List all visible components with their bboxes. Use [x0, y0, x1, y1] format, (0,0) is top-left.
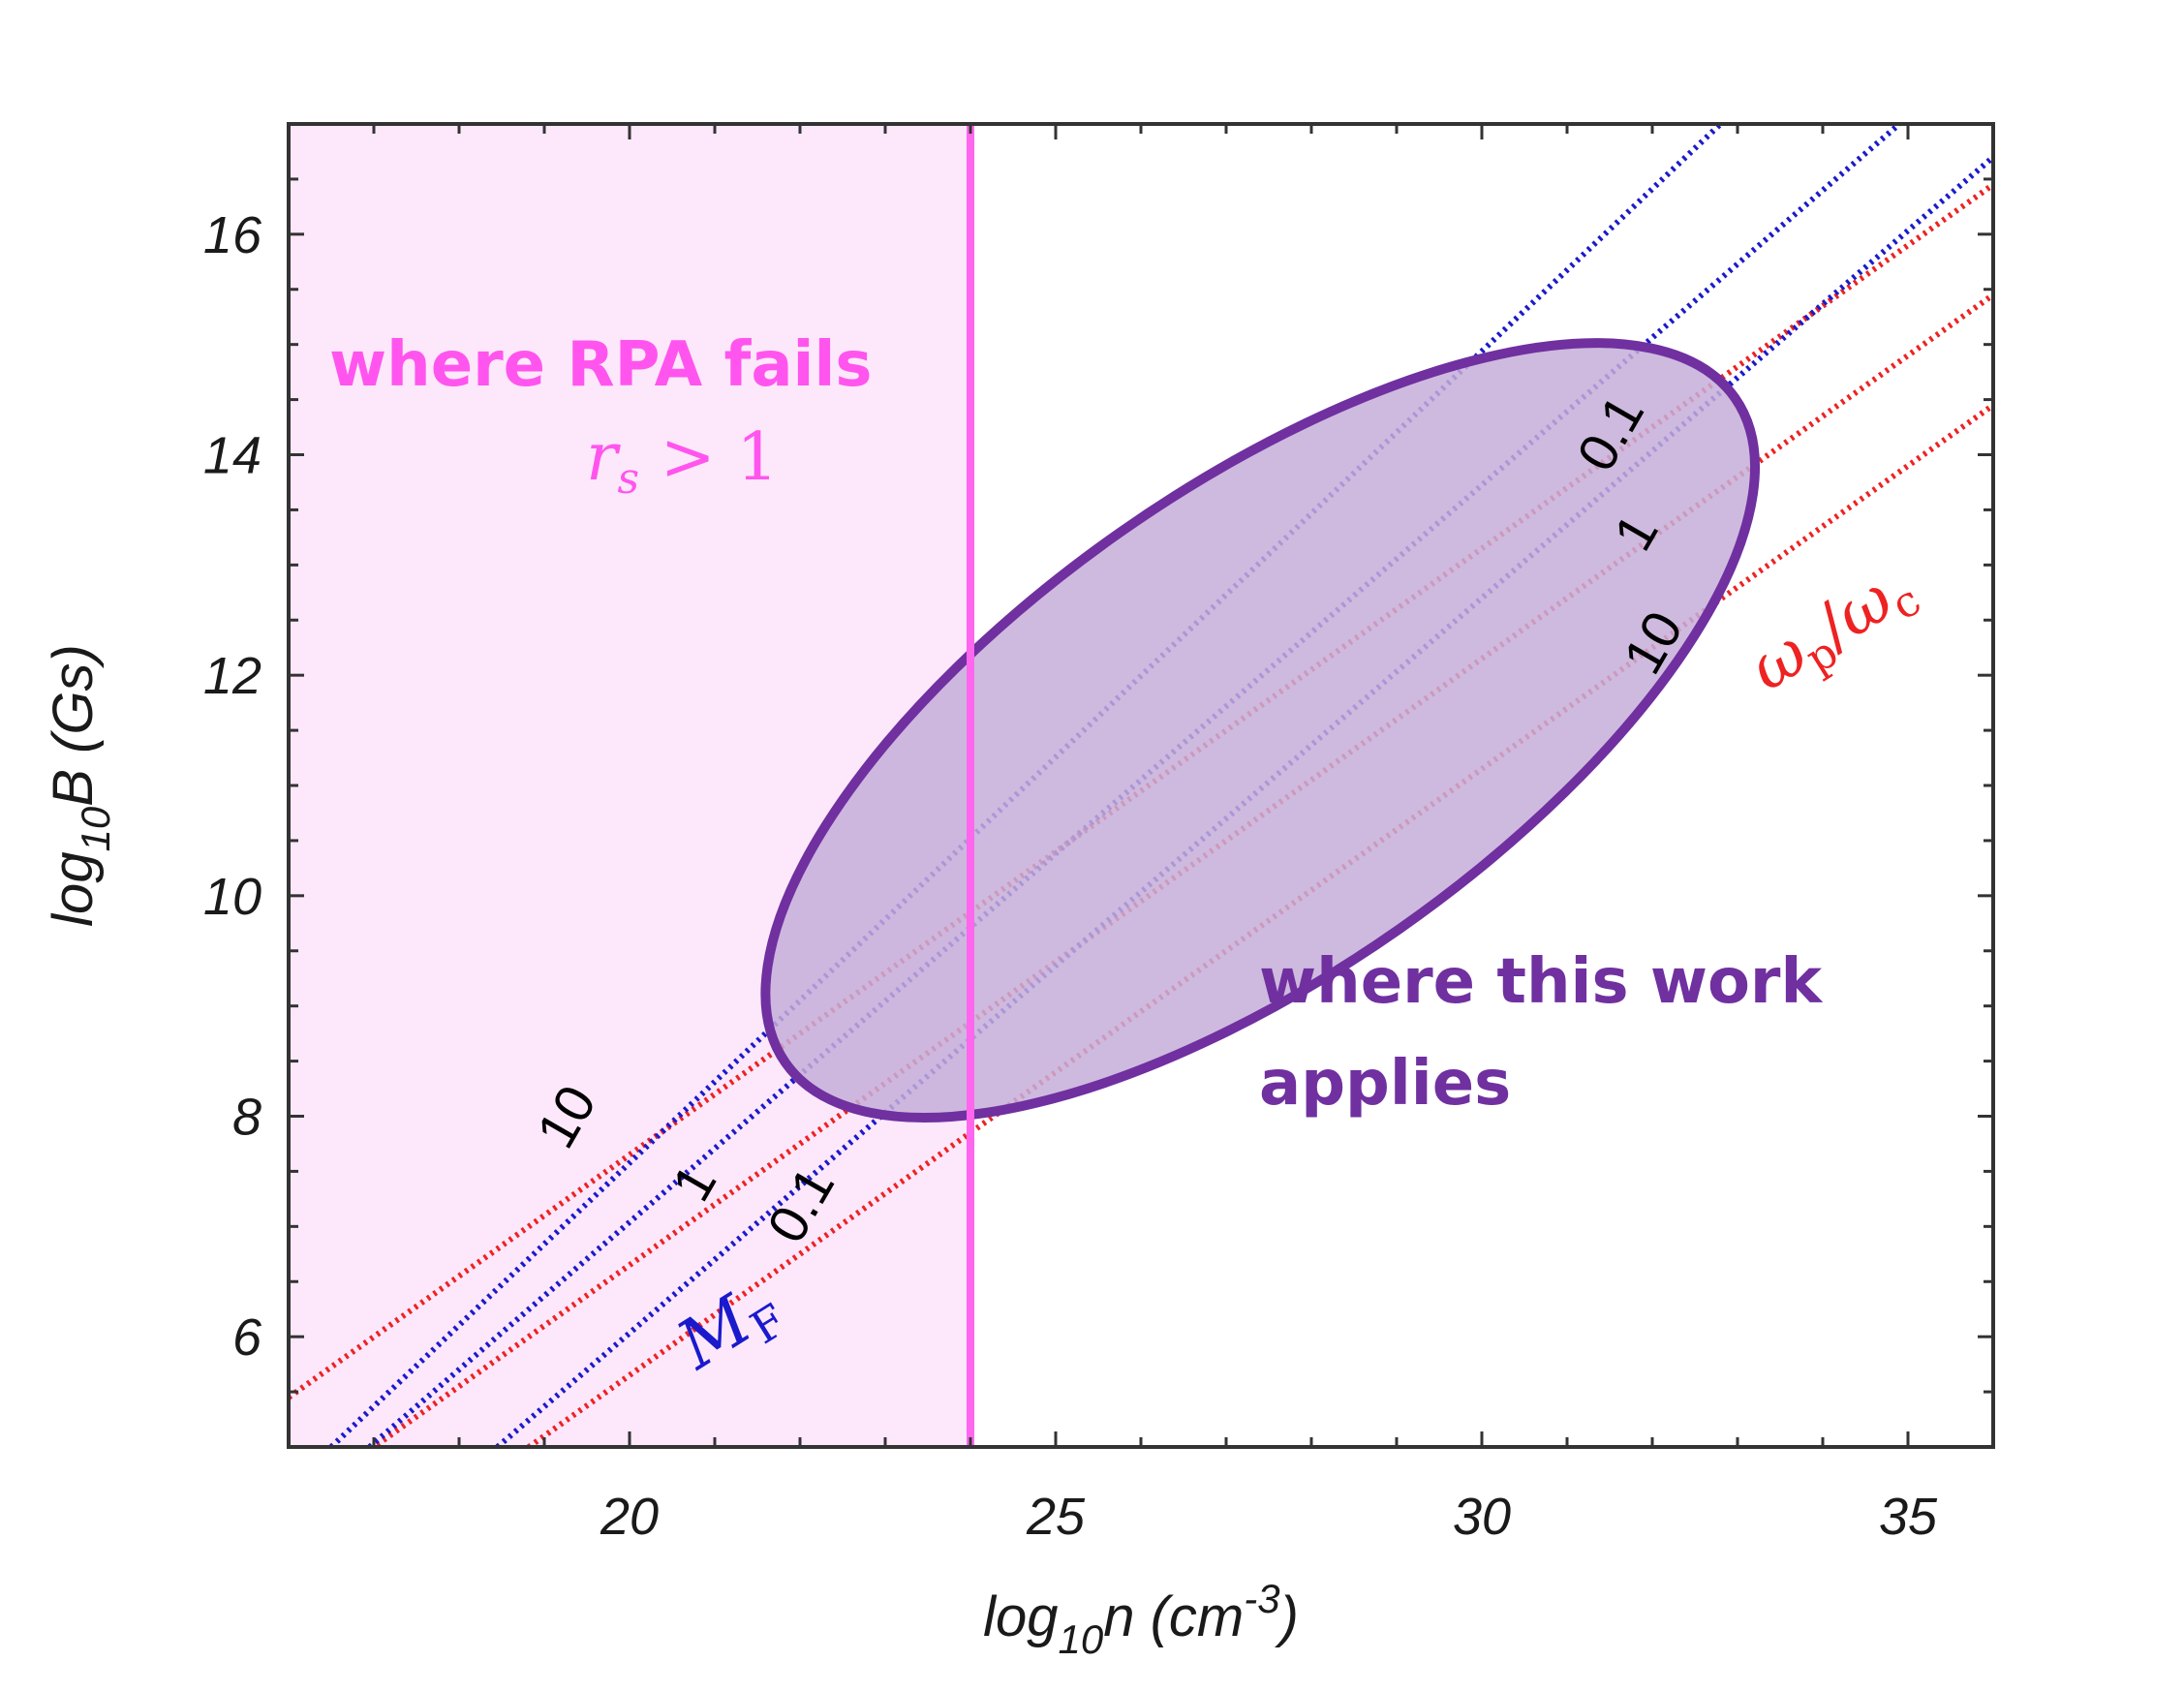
- wp-over-wc-annotation: ωp/ωc: [1737, 548, 1929, 711]
- rpa-fails-annotation: where RPA fails: [329, 329, 872, 401]
- contour-label: 1: [1602, 504, 1670, 560]
- axis-ticks: 20 25 30 35 6 8 10 12 14 16: [203, 124, 1993, 1546]
- x-tick-label: 25: [1026, 1488, 1086, 1546]
- y-tick-label: 14: [203, 427, 261, 485]
- y-axis-title: log10B (Gs): [42, 644, 118, 927]
- rs-condition-annotation: rs > 1: [586, 419, 779, 504]
- y-tick-label: 16: [203, 206, 262, 264]
- y-tick-label: 6: [232, 1308, 262, 1367]
- this-work-annotation-line2: applies: [1259, 1048, 1511, 1120]
- contour-label: 1: [660, 1154, 727, 1211]
- this-work-annotation-line1: where this work: [1259, 946, 1823, 1018]
- y-tick-label: 10: [203, 868, 261, 926]
- x-axis-title: log10n (cm-3): [983, 1576, 1299, 1662]
- y-tick-label: 12: [203, 647, 261, 705]
- y-tick-label: 8: [232, 1089, 261, 1147]
- x-tick-label: 30: [1453, 1488, 1511, 1546]
- x-tick-label: 20: [600, 1488, 659, 1546]
- x-tick-label: 35: [1879, 1488, 1938, 1546]
- this-work-region-ellipse: [760, 338, 1760, 1123]
- series-line-M_F-10: [328, 124, 1723, 1447]
